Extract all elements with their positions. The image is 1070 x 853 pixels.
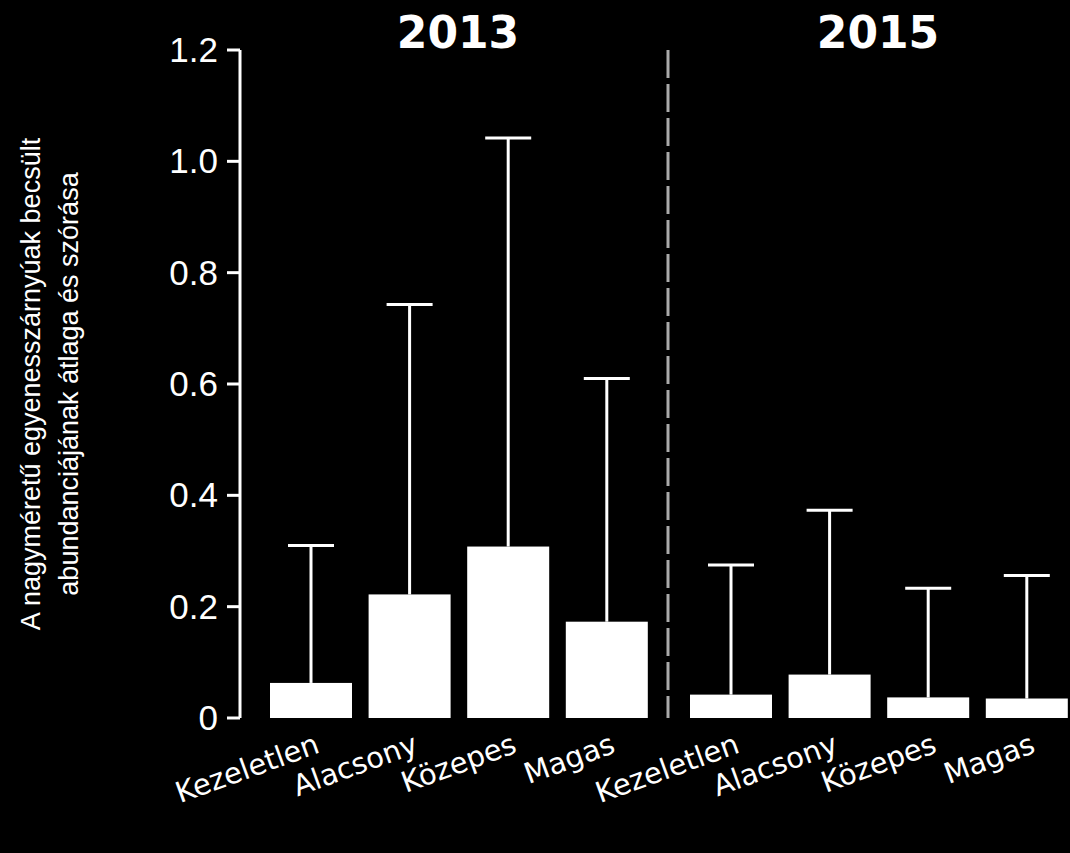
bar (887, 697, 969, 718)
error-cap (288, 544, 334, 547)
y-tick (227, 49, 240, 52)
bar (690, 695, 772, 718)
error-bar (807, 510, 853, 674)
error-cap (387, 303, 433, 306)
plot-area (690, 510, 1068, 718)
error-cap (905, 587, 951, 590)
y-tick (227, 160, 240, 163)
error-stem (1025, 575, 1028, 698)
error-stem (730, 565, 733, 695)
error-bar (1004, 575, 1050, 698)
error-bar (485, 138, 531, 547)
error-stem (927, 588, 930, 697)
y-axis-label: abundanciájának átlaga és szórása (54, 171, 84, 595)
y-tick-label: 0 (199, 698, 218, 737)
error-cap (1004, 574, 1050, 577)
error-bar (584, 378, 630, 621)
panel-title: 2013 (397, 7, 519, 58)
bar (270, 683, 352, 718)
error-bar (288, 545, 334, 682)
error-bar (387, 304, 433, 594)
panel-separator (667, 50, 670, 718)
y-tick-label: 0.4 (169, 475, 218, 514)
y-tick-label: 1.2 (169, 30, 218, 69)
y-tick (227, 383, 240, 386)
error-stem (605, 378, 608, 621)
background (0, 0, 1070, 853)
y-axis-label: A nagyméretű egyenesszárnyúak becsült (16, 137, 46, 630)
x-tick-label: Magas (939, 727, 1039, 791)
y-tick (227, 717, 240, 720)
chart: 0 0.2 0.4 0.6 0.8 1.0 1.2 A nagyméretű egyeness… (0, 0, 1070, 853)
error-cap (485, 136, 531, 139)
bar (369, 594, 451, 718)
error-stem (507, 138, 510, 547)
error-cap (807, 509, 853, 512)
error-stem (310, 545, 313, 682)
y-tick (227, 605, 240, 608)
y-tick-label: 0.6 (169, 364, 218, 403)
y-tick-label: 1.0 (169, 141, 218, 180)
bar (467, 547, 549, 718)
error-bar (708, 565, 754, 695)
x-tick-label: Közepes (816, 727, 940, 800)
y-tick-label: 0.8 (169, 253, 218, 292)
plot-area (270, 138, 648, 718)
y-tick-label: 0.2 (169, 587, 218, 626)
error-stem (828, 510, 831, 674)
bar (566, 622, 648, 718)
y-tick (227, 271, 240, 274)
error-bar (905, 588, 951, 697)
error-cap (584, 377, 630, 380)
panel-title: 2015 (817, 7, 939, 58)
bar (789, 675, 871, 718)
y-tick (227, 494, 240, 497)
error-cap (708, 563, 754, 566)
error-stem (408, 304, 411, 594)
x-tick-label: Közepes (396, 727, 520, 800)
bar (986, 699, 1068, 718)
